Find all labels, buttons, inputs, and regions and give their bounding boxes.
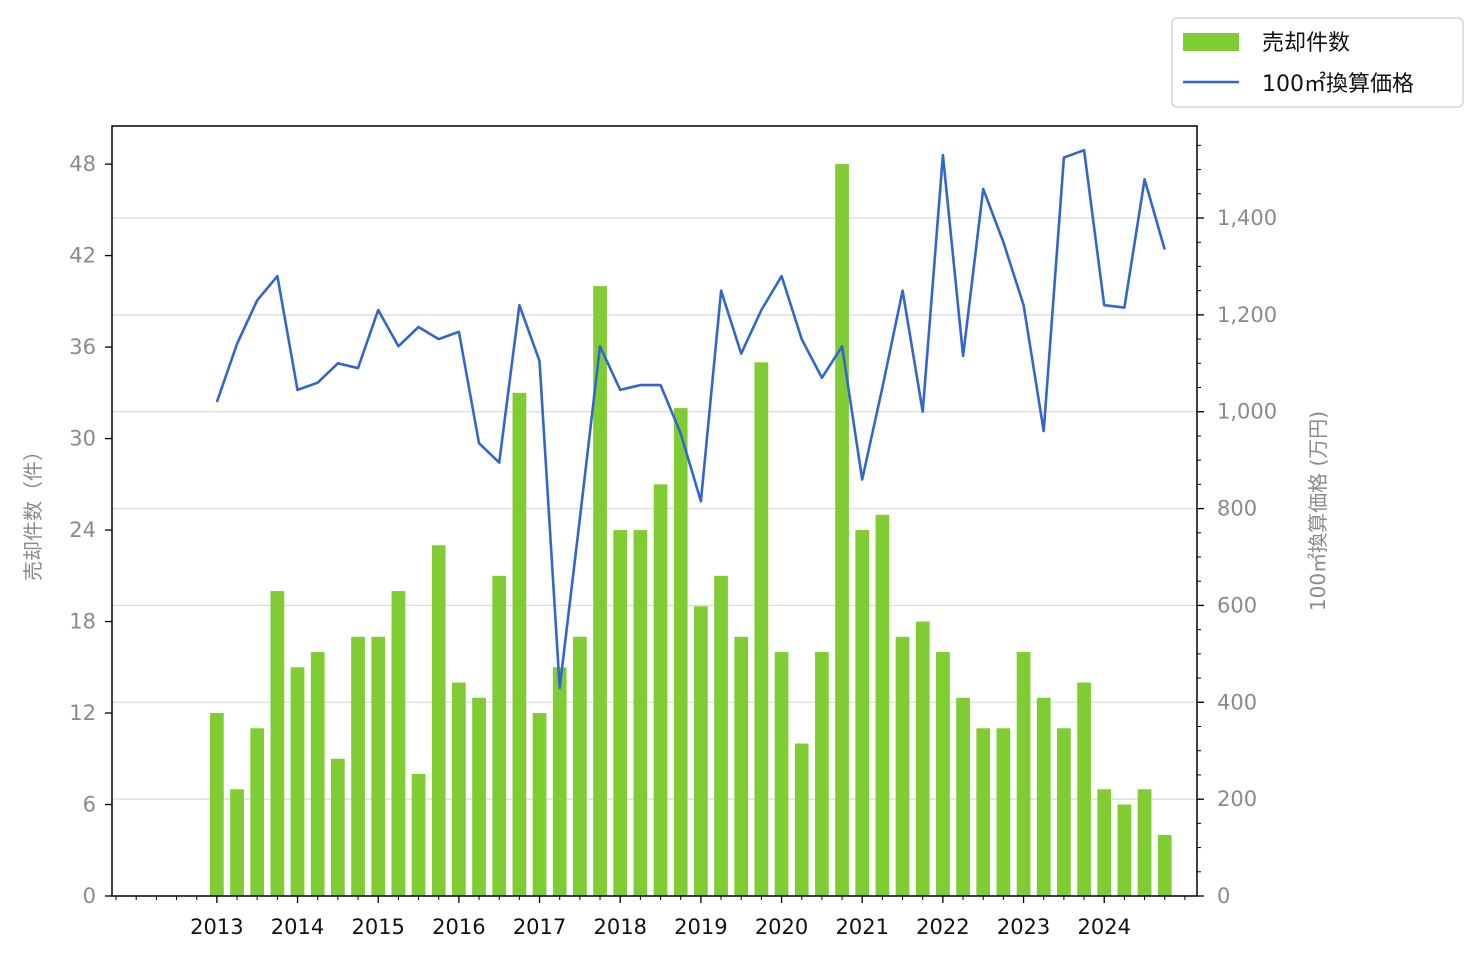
bar	[694, 606, 708, 896]
legend-box	[1171, 17, 1464, 108]
right-tick-label: 400	[1217, 690, 1257, 714]
x-tick-label: 2013	[190, 915, 243, 939]
bar	[472, 697, 486, 896]
bar	[835, 164, 849, 897]
bar	[774, 652, 789, 896]
right-tick-label: 1,000	[1217, 400, 1277, 424]
bar	[431, 545, 446, 896]
bar	[290, 667, 305, 896]
bar	[754, 362, 769, 896]
bar	[210, 713, 224, 896]
bar	[633, 530, 648, 896]
bar	[613, 530, 628, 896]
left-tick-label: 42	[69, 244, 96, 268]
legend-label-sales-count: 売却件数	[1262, 31, 1350, 56]
x-tick-label: 2014	[271, 915, 324, 939]
left-tick-label: 18	[69, 610, 96, 634]
left-axis-title: 売却件数（件）	[21, 441, 45, 581]
left-tick-label: 6	[83, 793, 96, 817]
bar	[230, 789, 244, 896]
x-tick-label: 2017	[513, 915, 566, 939]
bar	[492, 575, 507, 896]
bar	[552, 667, 567, 896]
right-tick-label: 1,400	[1217, 206, 1277, 230]
bar	[673, 408, 688, 896]
left-tick-label: 0	[83, 884, 96, 908]
left-tick-label: 36	[69, 335, 96, 359]
bar	[794, 743, 809, 896]
bar	[250, 728, 265, 896]
right-tick-label: 1,200	[1217, 303, 1277, 327]
x-tick-label: 2024	[1078, 915, 1131, 939]
price-line	[215, 148, 1166, 690]
bar	[936, 652, 950, 896]
x-tick-label: 2015	[351, 915, 404, 939]
axes: 0 6 12 18 24 30 36 42 48 0 200 400 600 800 1,000 1,200 1…	[69, 144, 1277, 939]
bar	[371, 636, 386, 896]
bar	[956, 697, 970, 896]
right-tick-label: 200	[1217, 787, 1257, 811]
bar	[391, 591, 406, 896]
right-tick-label: 0	[1217, 884, 1230, 908]
plot-frame	[111, 125, 1198, 897]
bar	[351, 636, 365, 896]
bar	[331, 758, 345, 896]
x-tick-label: 2018	[593, 915, 646, 939]
right-tick-label: 800	[1217, 497, 1257, 521]
bar	[714, 575, 728, 896]
left-tick-label: 24	[69, 518, 96, 542]
bar	[1057, 728, 1071, 896]
x-tick-label: 2021	[835, 915, 888, 939]
x-tick-label: 2023	[997, 915, 1050, 939]
bar	[310, 652, 325, 896]
bar	[270, 591, 285, 896]
bar	[1137, 789, 1152, 896]
bar	[1157, 835, 1172, 896]
bar	[1097, 789, 1112, 896]
legend: 売却件数 100㎡換算価格	[1171, 17, 1464, 108]
bar	[653, 484, 668, 896]
bar	[1117, 804, 1132, 896]
left-tick-label: 12	[69, 701, 96, 725]
legend-label-price: 100㎡換算価格	[1262, 71, 1414, 97]
x-tick-label: 2020	[755, 915, 808, 939]
x-tick-label: 2019	[674, 915, 727, 939]
bar	[1016, 652, 1031, 896]
right-axis-title: 100㎡換算価格 (万円)	[1306, 411, 1330, 611]
bar	[1077, 682, 1091, 896]
bar	[875, 514, 890, 896]
x-tick-label: 2016	[432, 915, 485, 939]
bar	[1036, 697, 1051, 896]
left-tick-label: 48	[69, 152, 96, 176]
bar	[593, 286, 607, 896]
line-series-price	[215, 148, 1166, 690]
bar	[976, 728, 991, 896]
bar	[512, 392, 527, 896]
bar	[815, 652, 829, 896]
bar	[855, 530, 870, 896]
bar	[734, 636, 749, 896]
right-tick-label: 600	[1217, 593, 1257, 617]
bar	[996, 728, 1011, 896]
bar	[573, 636, 587, 896]
bar	[532, 713, 547, 896]
legend-swatch-bar	[1183, 33, 1239, 51]
bar	[452, 682, 466, 896]
left-tick-label: 30	[69, 427, 96, 451]
bar-series-sales-count	[210, 164, 1172, 897]
x-tick-label: 2022	[916, 915, 969, 939]
bar	[915, 621, 930, 896]
bar	[411, 774, 426, 896]
bar	[895, 636, 910, 896]
